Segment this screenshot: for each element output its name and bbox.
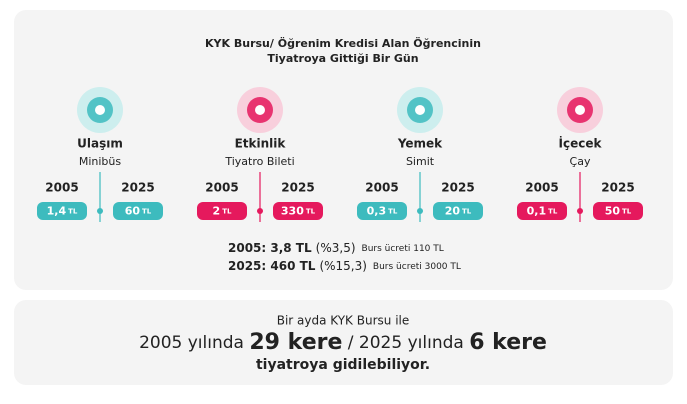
category: Yemek [397,137,443,151]
category: Etkinlik [235,137,287,151]
price-pill [433,202,483,220]
year: 2005 [525,181,558,195]
price-unit: TL [548,208,558,216]
category: İçecek [559,136,603,151]
summary-line: 2005 yılında 29 kere / 2025 yılında 6 ke… [139,330,547,355]
price-value: 60 [125,205,141,218]
price-value: 2 [213,205,221,218]
year: 2025 [601,181,634,195]
summary-line: tiyatroya gidilebiliyor. [256,357,430,373]
price: 330 TL [281,205,316,218]
total-note: Burs ücreti 3000 TL [373,262,461,272]
price-value: 330 [281,205,304,218]
price-unit: TL [462,208,472,216]
icon-dot [415,105,425,115]
year: 2005 [365,181,398,195]
price-pill [113,202,163,220]
summary-text: 2005 yılında [139,333,244,353]
price-value: 0,3 [367,205,387,218]
total-main: 2025: 460 TL [228,259,316,273]
top-panel [14,10,673,290]
price-value: 1,4 [47,205,67,218]
price: 1,4 TL [47,205,78,218]
total-main: 2005: 3,8 TL [228,241,312,255]
price-unit: TL [68,208,78,216]
price-unit: TL [388,208,398,216]
total-share: (%3,5) [316,241,356,255]
total-note: Burs ücreti 110 TL [362,244,444,254]
divider-dot [257,208,263,214]
summary-line: Bir ayda KYK Bursu ile [277,314,410,328]
price-unit: TL [306,208,316,216]
price-pill [197,202,247,220]
year: 2025 [441,181,474,195]
price: 2 TL [213,205,232,218]
price-value: 20 [445,205,461,218]
year: 2025 [121,181,154,195]
price-pill [37,202,87,220]
item-name: Tiyatro Bileti [224,155,294,168]
divider-dot [97,208,103,214]
item-name: Çay [570,155,591,168]
divider-dot [577,208,583,214]
summary-count: 29 kere [249,330,342,355]
divider-dot [417,208,423,214]
summary-text: / 2025 yılında [348,333,464,353]
title-line: Tiyatroya Gittiği Bir Gün [267,52,418,65]
summary-count: 6 kere [469,330,547,355]
total-line: 2005: 3,8 TL (%3,5) Burs ücreti 110 TL [228,241,444,255]
year: 2025 [281,181,314,195]
price: 60 TL [125,205,152,218]
price-pill [593,202,643,220]
price-pill [517,202,567,220]
year: 2005 [45,181,78,195]
price: 0,3 TL [367,205,398,218]
price-value: 0,1 [527,205,547,218]
price-pill [357,202,407,220]
icon-dot [575,105,585,115]
bottom-panel [14,300,673,385]
price-unit: TL [142,208,152,216]
icon-dot [95,105,105,115]
item-name: Simit [406,155,435,168]
price: 50 TL [605,205,632,218]
category: Ulaşım [77,137,123,151]
item-name: Minibüs [79,155,122,168]
title-line: KYK Bursu/ Öğrenim Kredisi Alan Öğrencin… [205,36,481,50]
price: 20 TL [445,205,472,218]
price-unit: TL [222,208,232,216]
total-line: 2025: 460 TL (%15,3) Burs ücreti 3000 TL [228,259,461,273]
icon-dot [255,105,265,115]
price-unit: TL [622,208,632,216]
price-pill [273,202,323,220]
price-value: 50 [605,205,621,218]
year: 2005 [205,181,238,195]
total-share: (%15,3) [319,259,366,273]
price: 0,1 TL [527,205,558,218]
